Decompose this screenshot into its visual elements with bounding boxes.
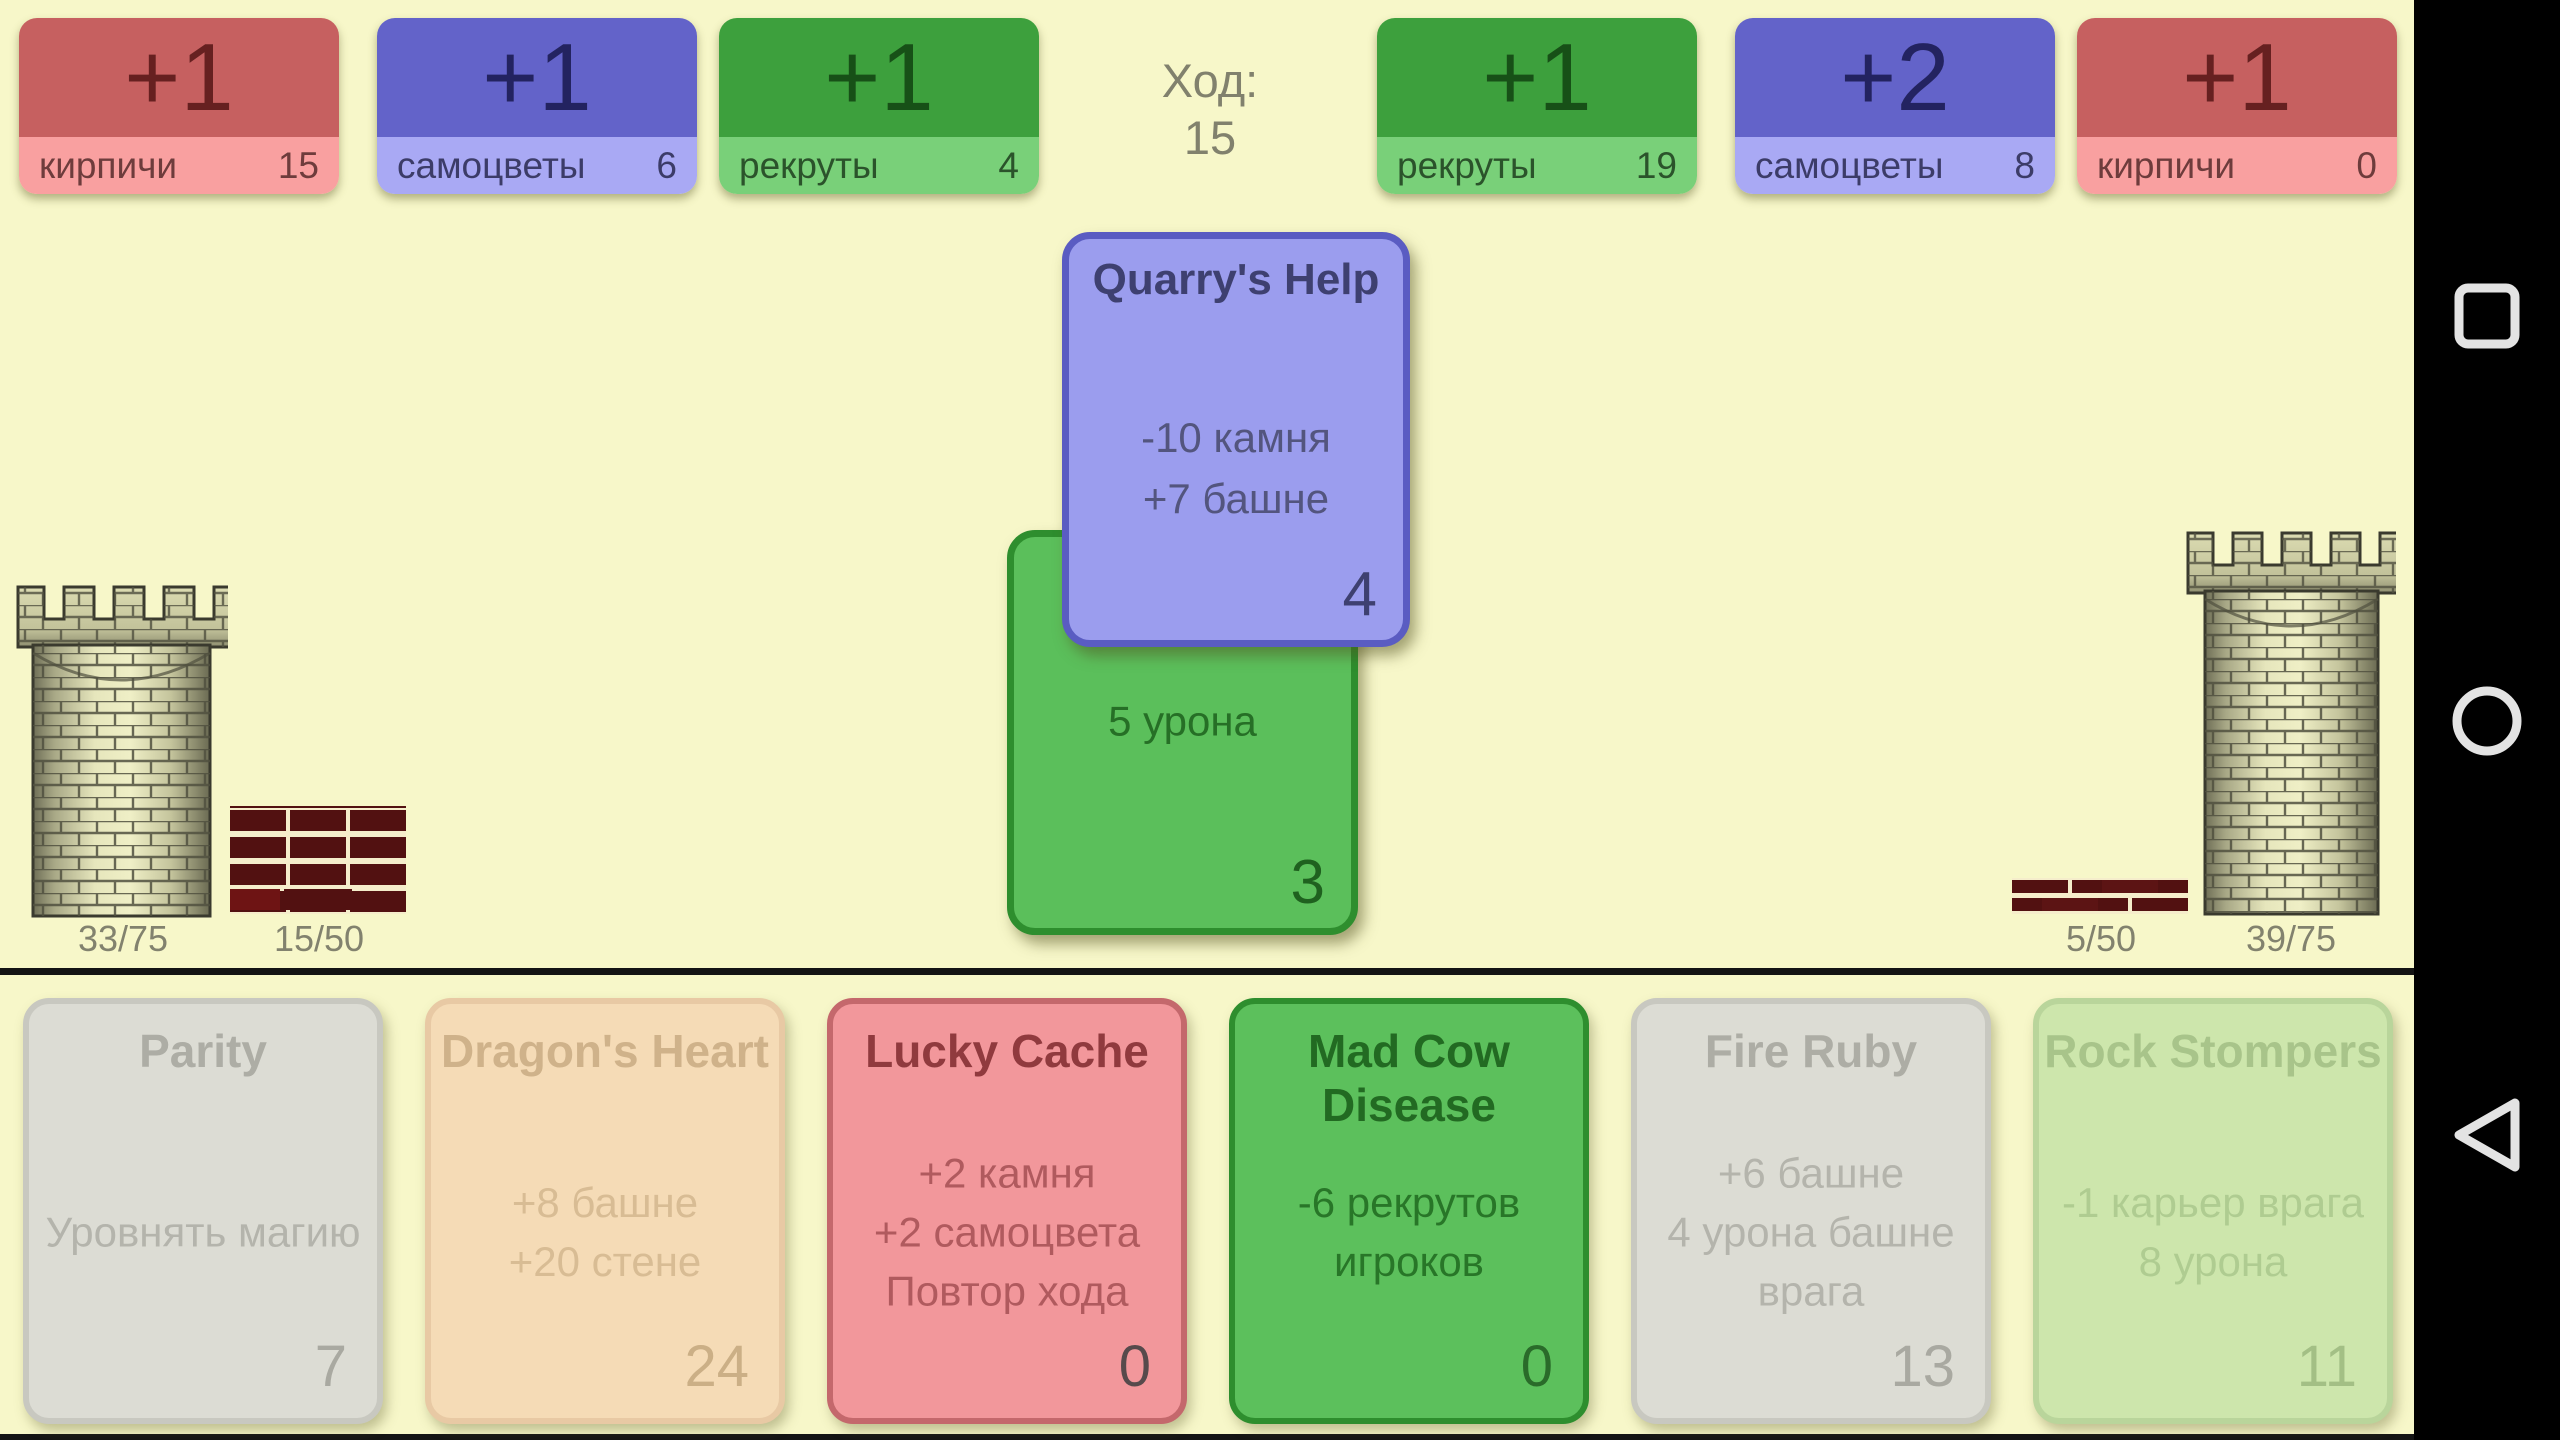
hand-card-mad-cow-disease[interactable]: Mad Cow Disease -6 рекрутов игроков 0 [1229, 998, 1589, 1424]
chip-value: 6 [656, 144, 677, 186]
card-cost: 11 [2296, 1334, 2357, 1399]
chip-production: +1 [377, 18, 697, 137]
card-cost: 3 [1290, 848, 1325, 917]
resource-chip-enemy-gems: +2 самоцветы 8 [1735, 18, 2055, 194]
hand-card-lucky-cache[interactable]: Lucky Cache +2 камня +2 самоцвета Повтор… [827, 998, 1187, 1424]
card-title: Dragon's Heart [441, 1025, 769, 1077]
back-triangle-icon[interactable] [2454, 1098, 2520, 1172]
played-card-top: Quarry's Help -10 камня +7 башне 4 [1062, 232, 1410, 647]
enemy-tower-value: 39/75 [2245, 918, 2337, 959]
chip-production: +1 [719, 18, 1039, 137]
card-cost: 7 [314, 1334, 347, 1399]
chip-value: 8 [2014, 144, 2035, 186]
enemy-tower-icon [2186, 503, 2408, 921]
player-wall-icon [230, 806, 406, 919]
card-cost: 0 [1118, 1334, 1151, 1399]
player-tower-icon [16, 557, 242, 923]
enemy-wall-icon [2012, 878, 2188, 919]
card-body: -1 карьер врага 8 урона [2061, 1178, 2365, 1285]
card-title: Fire Ruby [1704, 1025, 1918, 1077]
card-cost: 13 [1890, 1334, 1955, 1399]
card-title: Quarry's Help [1092, 255, 1380, 304]
card-body: +6 башне 4 урона башне врага [1667, 1149, 1955, 1315]
card-title: Lucky Cache [865, 1025, 1149, 1077]
resource-chip-player-gems: +1 самоцветы 6 [377, 18, 697, 194]
card-title: Rock Stompers [2044, 1025, 2382, 1077]
resource-chip-enemy-bricks: +1 кирпичи 0 [2077, 18, 2397, 194]
resource-chip-player-bricks: +1 кирпичи 15 [19, 18, 339, 194]
player-wall-value: 15/50 [273, 918, 365, 959]
player-tower-value: 33/75 [77, 918, 169, 959]
chip-label: кирпичи [39, 144, 178, 186]
chip-value: 19 [1635, 144, 1677, 186]
card-body: -10 камня +7 башне [1141, 413, 1331, 522]
chip-label: рекруты [739, 144, 879, 186]
card-title: Mad Cow Disease [1308, 1025, 1510, 1131]
recents-square-icon[interactable] [2454, 283, 2520, 349]
card-body: Уровнять магию [45, 1208, 361, 1256]
card-cost: 4 [1342, 560, 1377, 629]
chip-label: самоцветы [1755, 144, 1944, 186]
screen-bottom-edge [0, 1434, 2414, 1440]
card-title: Parity [139, 1025, 267, 1077]
card-cost: 0 [1520, 1334, 1553, 1399]
card-body: +2 камня +2 самоцвета Повтор хода [873, 1149, 1141, 1315]
chip-production: +1 [19, 18, 339, 137]
resource-chip-enemy-recruits: +1 рекруты 19 [1377, 18, 1697, 194]
chip-production: +1 [1377, 18, 1697, 137]
hand-card-rock-stompers[interactable]: Rock Stompers -1 карьер врага 8 урона 11 [2033, 998, 2393, 1424]
chip-label: рекруты [1397, 144, 1537, 186]
android-nav-bar [2414, 0, 2560, 1440]
home-circle-icon[interactable] [2452, 686, 2522, 756]
hand-card-dragons-heart[interactable]: Dragon's Heart +8 башне +20 стене 24 [425, 998, 785, 1424]
resource-chip-player-recruits: +1 рекруты 4 [719, 18, 1039, 194]
chip-value: 15 [277, 144, 319, 186]
card-body: +8 башне +20 стене [508, 1178, 702, 1285]
hand-card-fire-ruby[interactable]: Fire Ruby +6 башне 4 урона башне врага 1… [1631, 998, 1991, 1424]
enemy-wall-value: 5/50 [2065, 918, 2137, 959]
chip-label: кирпичи [2097, 144, 2236, 186]
chip-label: самоцветы [397, 144, 586, 186]
chip-production: +2 [1735, 18, 2055, 137]
card-body: -6 рекрутов игроков [1297, 1178, 1521, 1285]
hand-card-parity[interactable]: Parity Уровнять магию 7 [23, 998, 383, 1424]
hand-area-divider [0, 968, 2414, 975]
chip-value: 4 [998, 144, 1019, 186]
chip-value: 0 [2356, 144, 2377, 186]
turn-indicator: Ход: 15 [1161, 54, 1259, 164]
chip-production: +1 [2077, 18, 2397, 137]
card-body: 5 урона [1108, 697, 1257, 745]
card-cost: 24 [684, 1334, 749, 1399]
